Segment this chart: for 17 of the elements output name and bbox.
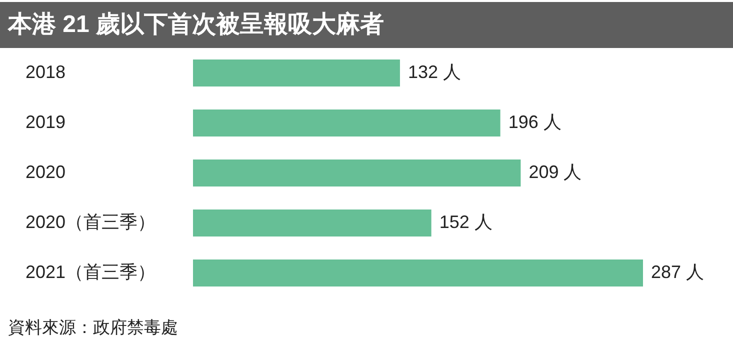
data-label: 152 人: [439, 212, 492, 232]
y-tick-label: 2020（首三季）: [26, 212, 156, 232]
y-tick-label: 2019: [26, 112, 66, 132]
data-label: 287 人: [651, 262, 704, 282]
bar: [193, 160, 521, 186]
bar: [193, 210, 432, 236]
source-note: 資料來源：政府禁毒處: [7, 317, 179, 339]
bar: [193, 110, 500, 136]
y-tick-label: 2020: [26, 162, 66, 182]
chart-title: 本港 21 歲以下首次被呈報吸大麻者: [0, 2, 733, 48]
data-label: 132 人: [408, 62, 462, 82]
bar: [193, 60, 400, 86]
bar: [193, 260, 643, 286]
y-tick-label: 2018: [26, 62, 66, 82]
y-tick-label: 2021（首三季）: [26, 262, 156, 282]
data-label: 209 人: [528, 162, 582, 182]
data-label: 196 人: [508, 112, 562, 132]
